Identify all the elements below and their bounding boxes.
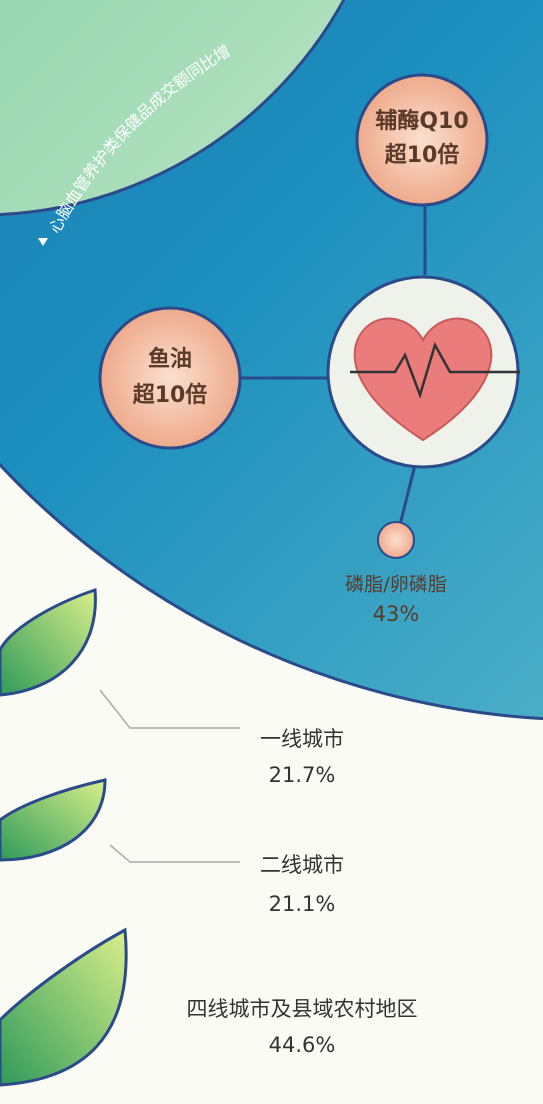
bubble <box>378 522 414 558</box>
bubble-value: 超10倍 <box>133 382 208 408</box>
city-name: 四线城市及县域农村地区 <box>187 997 418 1021</box>
city-name: 二线城市 <box>260 853 344 877</box>
bubble-value: 超10倍 <box>385 142 460 168</box>
city-value: 44.6% <box>269 1033 336 1057</box>
page: 心脑血管养护类保健品成交额同比增 辅酶Q10 超10倍 鱼油 超10倍 磷脂/卵… <box>0 0 543 1104</box>
bubble <box>100 308 240 448</box>
bubble-name: 鱼油 <box>148 346 192 372</box>
city-value: 21.1% <box>269 892 336 916</box>
leaf-connectors <box>100 690 240 862</box>
bubble-name: 辅酶Q10 <box>375 108 468 134</box>
infographic: 心脑血管养护类保健品成交额同比增 辅酶Q10 超10倍 鱼油 超10倍 磷脂/卵… <box>0 0 543 1104</box>
city-name: 一线城市 <box>260 727 344 751</box>
bubble-name: 磷脂/卵磷脂 <box>345 574 446 596</box>
city-value: 21.7% <box>269 763 336 787</box>
bubble <box>357 75 487 205</box>
bubble-value: 43% <box>373 602 420 626</box>
leaves <box>0 590 126 1085</box>
